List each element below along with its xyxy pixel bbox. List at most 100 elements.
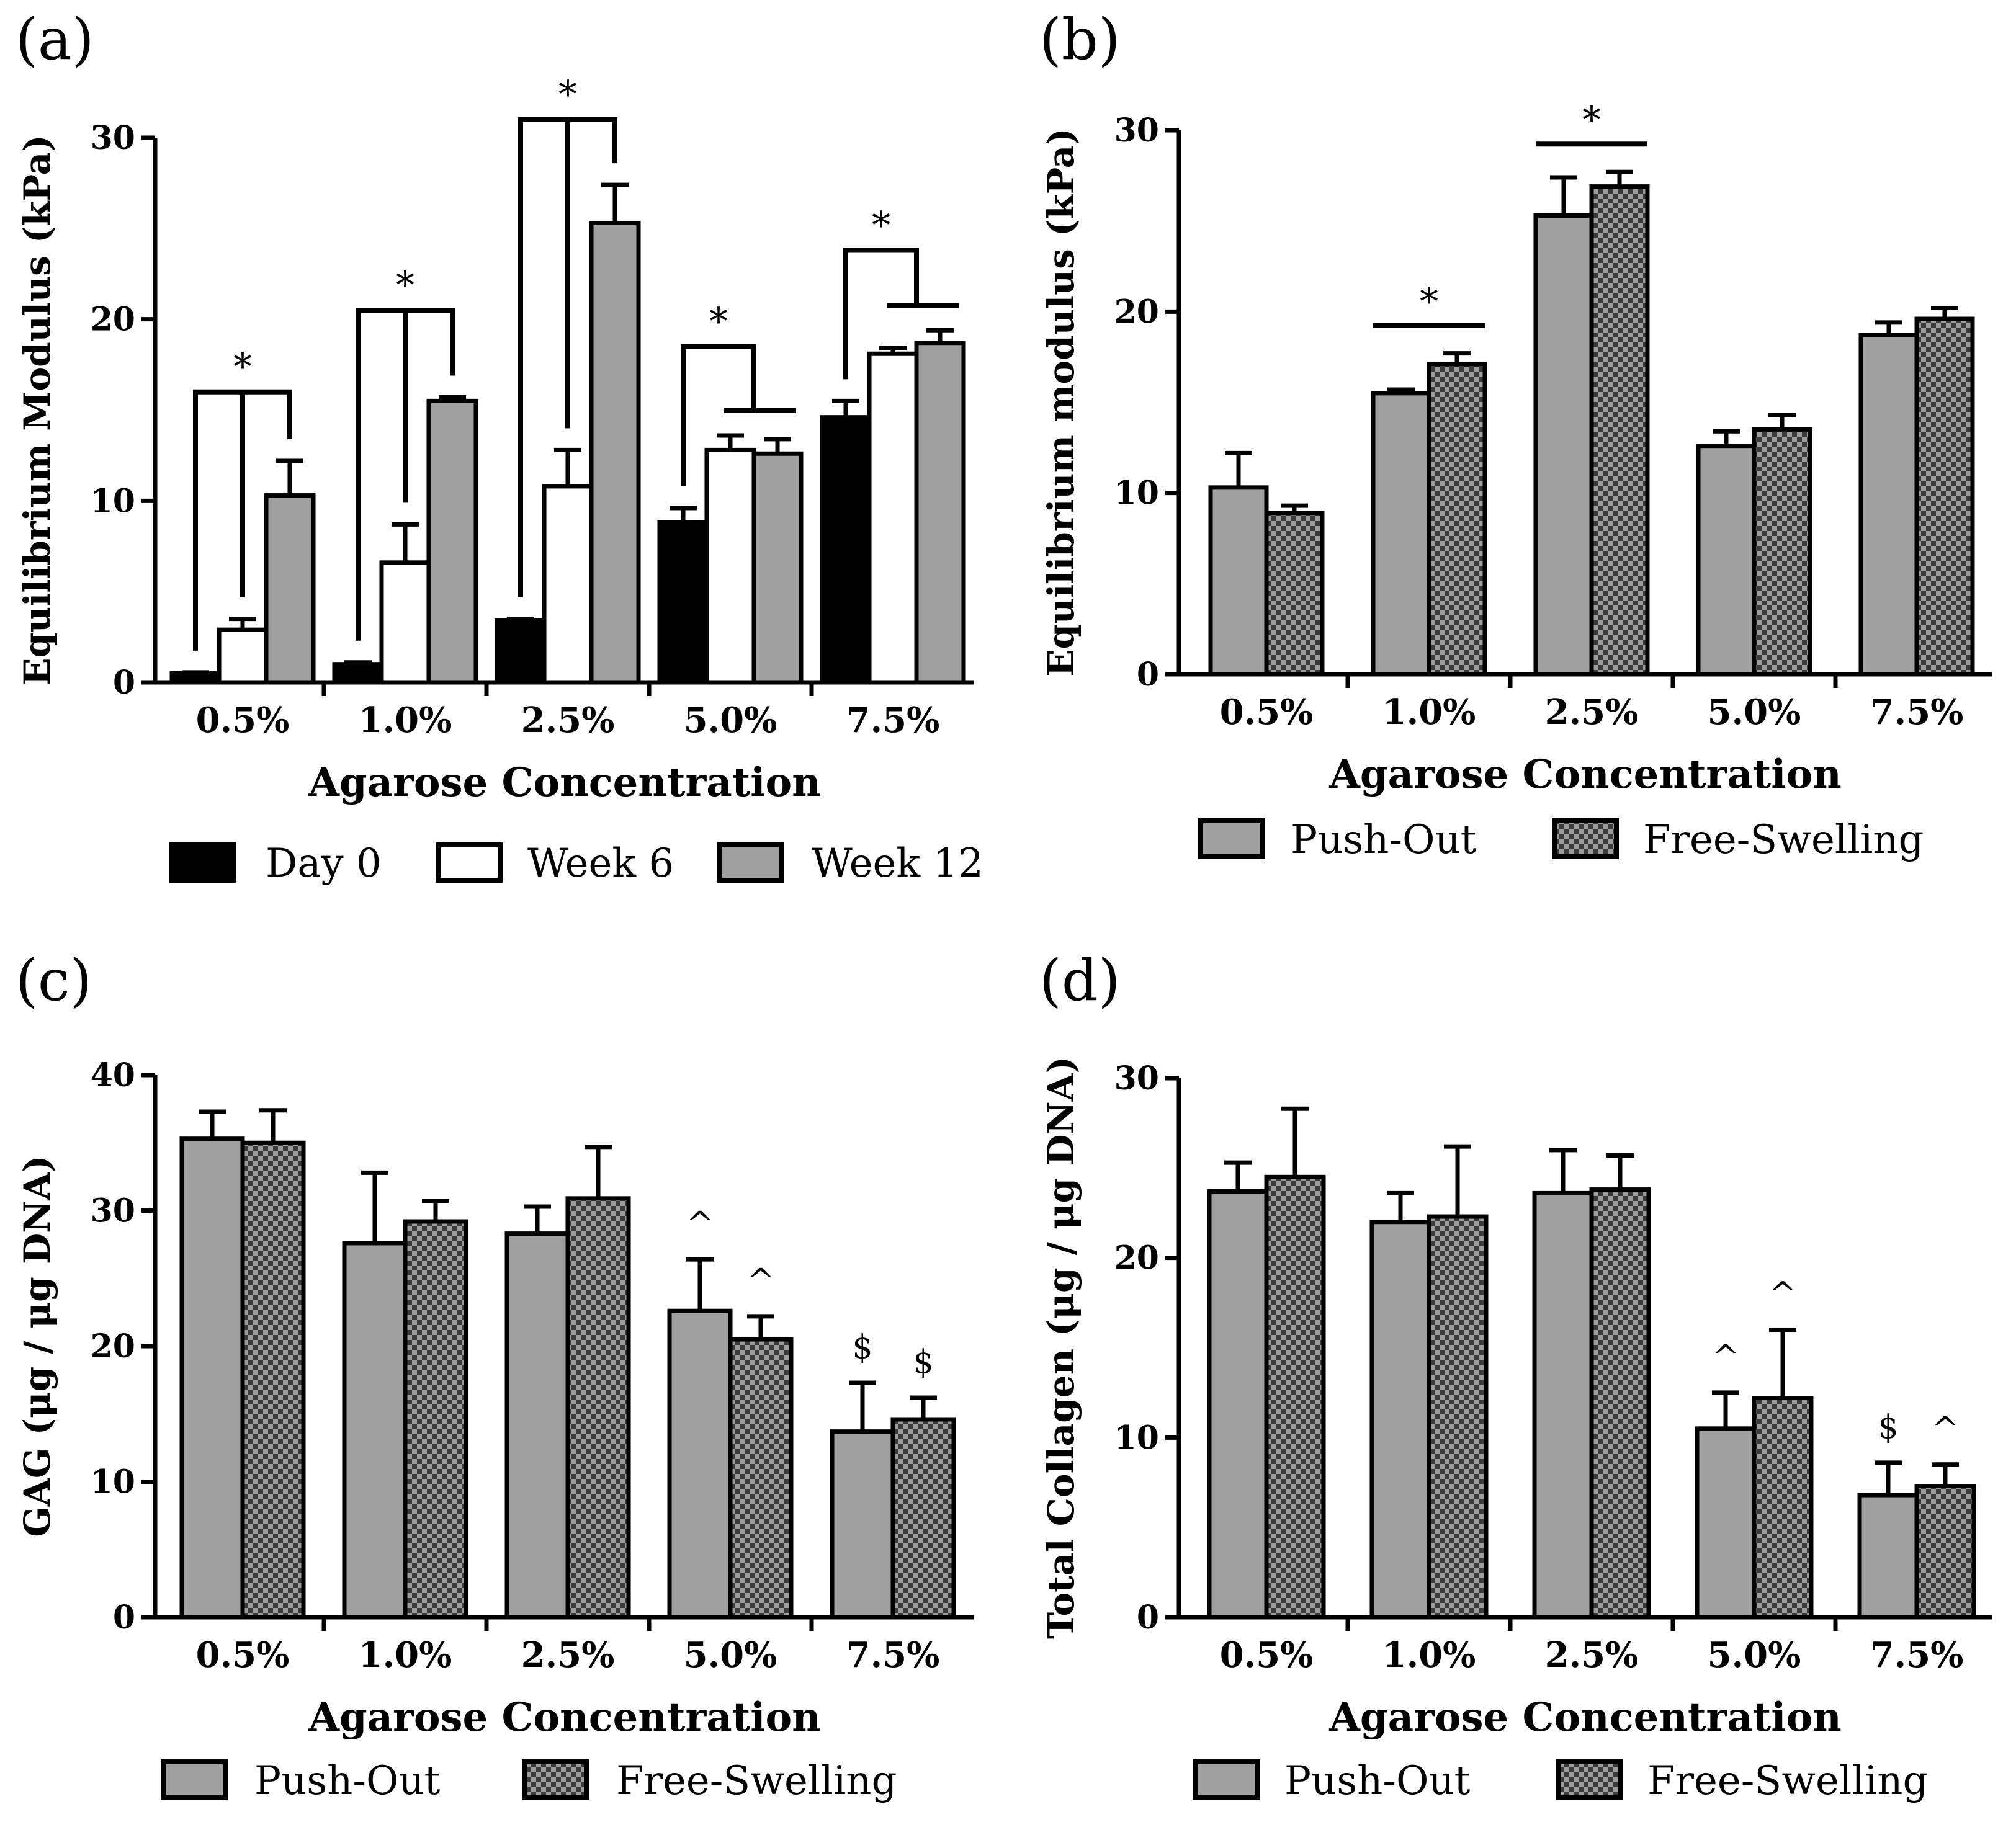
x-tick-label: 7.5%	[1870, 692, 1964, 733]
significance-bracket	[193, 389, 292, 651]
x-tick-label: 5.0%	[684, 700, 777, 741]
bar	[217, 627, 269, 685]
legend-label: Push-Out	[254, 1758, 441, 1804]
chart-panel-a: (a) 0 10 20 30 0.5% 1.0% 2.5% 5.0% 7.5% Agarose Co…	[16, 6, 983, 886]
x-axis-label: Agarose Concentration	[308, 759, 821, 806]
significance-marker: ^	[686, 1205, 714, 1243]
significance-star: *	[1582, 99, 1601, 142]
x-tick-label: 0.5%	[1220, 692, 1314, 733]
significance-marker: $	[1878, 1409, 1898, 1446]
bar	[1695, 1426, 1757, 1620]
bar	[332, 662, 384, 685]
x-axis-label: Agarose Concentration	[1328, 1694, 1842, 1741]
y-tick-label: 10	[91, 1463, 135, 1501]
panel-letter: (b)	[1039, 6, 1121, 73]
bar	[1858, 333, 1919, 677]
bar	[565, 1196, 631, 1620]
bar	[240, 1140, 306, 1620]
bar	[914, 341, 966, 685]
bar	[1857, 1493, 1919, 1620]
significance-star: *	[872, 203, 890, 247]
x-tick-label: 1.0%	[1382, 1635, 1476, 1676]
bar	[1752, 427, 1812, 677]
x-tick-label: 1.0%	[359, 1635, 452, 1676]
bar	[495, 618, 547, 685]
legend-label: Free-Swelling	[1647, 1758, 1928, 1804]
significance-bracket	[356, 308, 455, 641]
bar	[179, 1136, 245, 1620]
legend-label: Day 0	[266, 841, 382, 886]
bar	[1207, 1189, 1269, 1620]
x-tick-label: 1.0%	[1382, 692, 1476, 733]
significance-marker: $	[913, 1344, 933, 1381]
bar	[589, 221, 641, 685]
y-tick-label: 30	[91, 1192, 135, 1230]
legend-swatch	[436, 842, 503, 883]
bar	[426, 398, 478, 685]
bar	[542, 484, 594, 685]
chart-panel-b: (b) 0 10 20 30 0.5% 1.0% 2.5% 5.0% 7.5% Agarose Co…	[1039, 6, 1992, 863]
significance-star: *	[233, 346, 252, 389]
panel-letter: (a)	[16, 6, 94, 73]
significance-bracket	[681, 344, 796, 487]
significance-star: *	[1420, 280, 1438, 324]
bar	[342, 1241, 408, 1620]
x-tick-label: 0.5%	[196, 700, 290, 741]
bar	[1371, 391, 1431, 677]
significance-star: *	[709, 300, 728, 344]
x-axis-label: Agarose Concentration	[308, 1694, 821, 1741]
x-tick-label: 2.5%	[521, 1635, 615, 1676]
bar	[867, 351, 919, 685]
x-tick-label: 7.5%	[846, 700, 940, 741]
y-tick-label: 0	[113, 664, 135, 702]
bar	[504, 1231, 570, 1620]
y-tick-label: 30	[1114, 112, 1159, 150]
x-tick-label: 5.0%	[1708, 1635, 1801, 1676]
bar	[1427, 362, 1487, 677]
bar	[890, 1417, 956, 1620]
bar	[1752, 1396, 1814, 1620]
legend-swatch	[161, 1759, 228, 1800]
y-axis-label: GAG (μg / μg DNA)	[16, 1155, 58, 1537]
y-tick-label: 30	[1114, 1060, 1159, 1097]
legend-label: Free-Swelling	[1643, 817, 1924, 863]
bar	[1208, 485, 1269, 677]
x-tick-label: 2.5%	[521, 700, 615, 741]
significance-marker: $	[852, 1329, 872, 1366]
bar	[1696, 444, 1757, 677]
legend-label: Free-Swelling	[616, 1758, 897, 1804]
legend-label: Push-Out	[1284, 1758, 1471, 1804]
legend-swatch	[1193, 1759, 1260, 1800]
y-axis-label: Equilibrium modulus (kPa)	[1040, 128, 1082, 676]
chart-panel-c: (c) 0 10 20 30 40 0.5% 1.0% 2.5% 5.0% 7.5% Agarose …	[16, 947, 974, 1804]
y-tick-label: 20	[91, 1328, 135, 1365]
y-tick-label: 20	[91, 301, 135, 339]
legend-swatch	[522, 1759, 589, 1800]
panel-letter: (d)	[1039, 947, 1121, 1014]
bar	[820, 415, 872, 685]
bar	[704, 447, 756, 685]
y-tick-label: 10	[1114, 475, 1159, 512]
bar	[1532, 1190, 1594, 1620]
legend-swatch	[1556, 1759, 1623, 1800]
significance-bracket	[843, 248, 959, 380]
x-tick-label: 2.5%	[1545, 692, 1639, 733]
y-tick-label: 30	[91, 119, 135, 157]
bar	[728, 1337, 794, 1620]
bar	[751, 451, 804, 685]
legend-swatch	[1198, 818, 1265, 859]
x-tick-label: 5.0%	[1708, 692, 1801, 733]
x-tick-label: 0.5%	[1220, 1635, 1314, 1676]
x-tick-label: 5.0%	[684, 1635, 777, 1676]
y-tick-label: 0	[1137, 656, 1159, 694]
legend-label: Push-Out	[1291, 817, 1477, 863]
bar	[264, 493, 316, 685]
bar	[1589, 184, 1650, 677]
y-tick-label: 10	[91, 482, 135, 520]
significance-star: *	[396, 264, 414, 307]
x-tick-label: 0.5%	[196, 1635, 290, 1676]
x-tick-label: 7.5%	[846, 1635, 940, 1676]
significance-marker: ^	[747, 1262, 774, 1300]
bar	[1914, 316, 1975, 677]
